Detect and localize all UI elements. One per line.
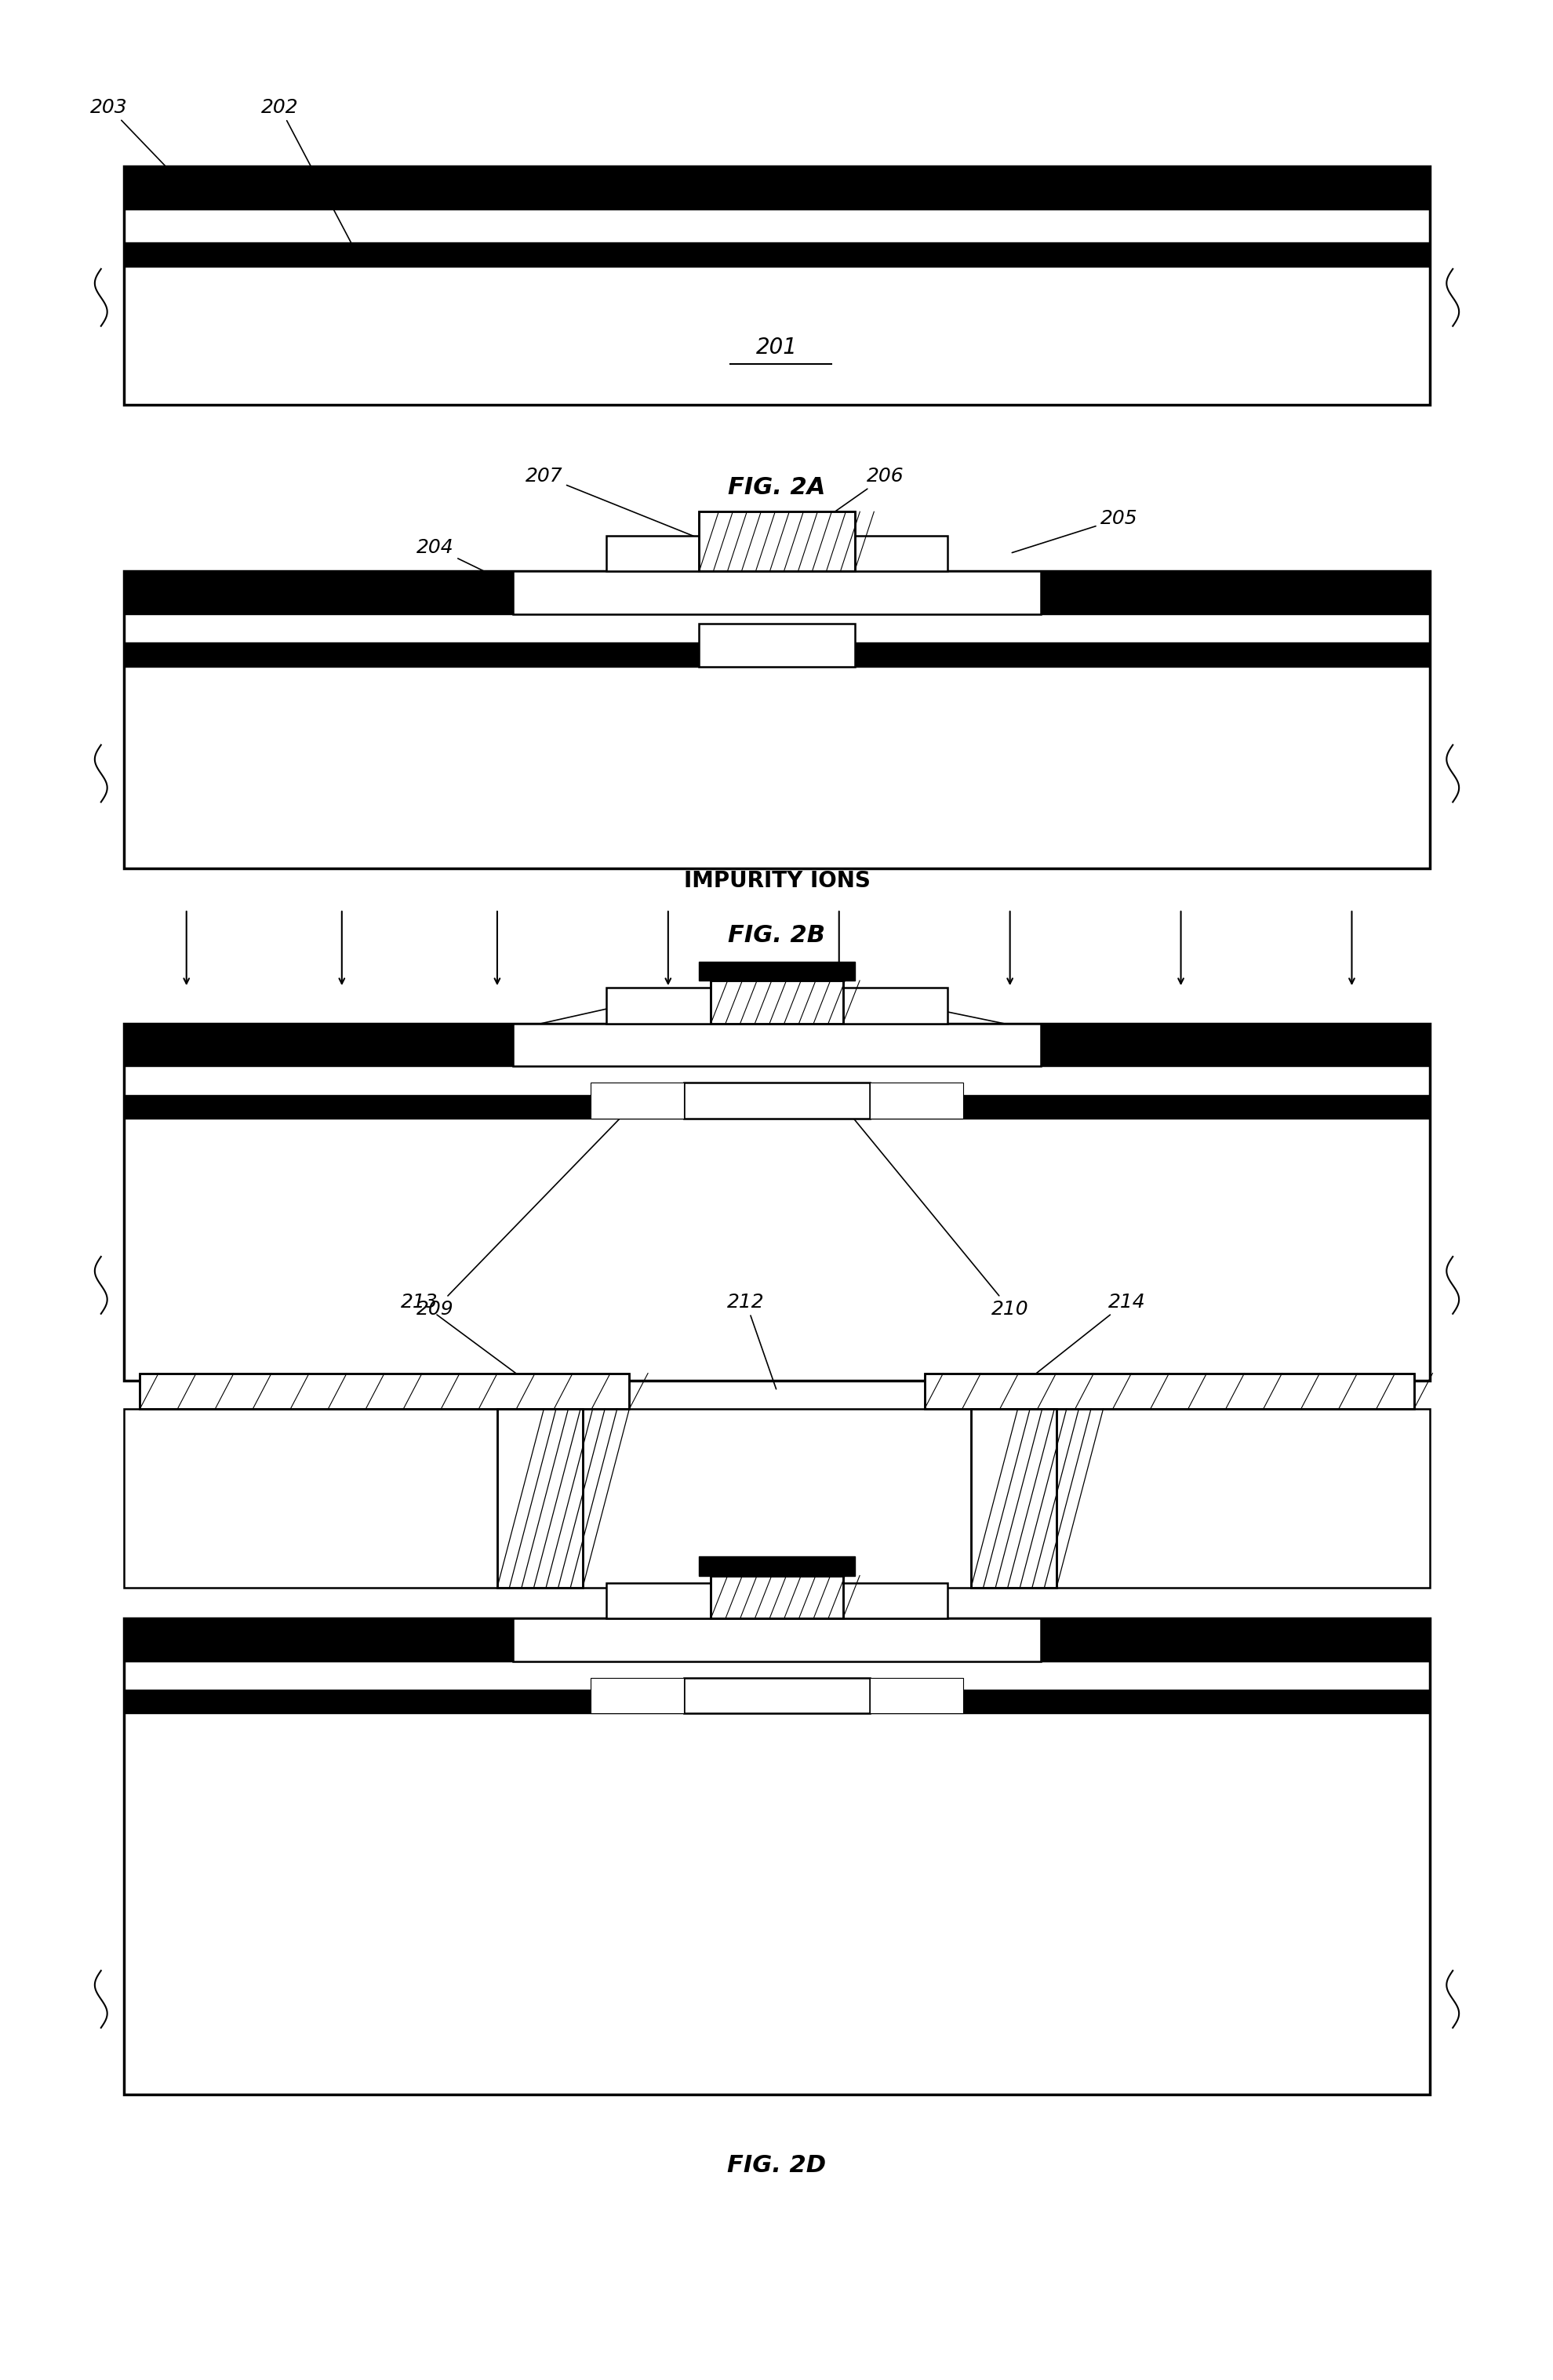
Text: 203: 203 bbox=[90, 98, 185, 186]
Text: 213: 213 bbox=[401, 1292, 537, 1390]
Text: FIG. 2A: FIG. 2A bbox=[728, 476, 825, 500]
Bar bbox=[124, 1023, 1429, 1380]
Bar bbox=[699, 1557, 854, 1576]
Bar bbox=[590, 1678, 683, 1714]
Bar bbox=[497, 1409, 582, 1587]
Text: IMPURITY IONS: IMPURITY IONS bbox=[683, 869, 870, 892]
Bar bbox=[512, 571, 1041, 614]
Bar bbox=[124, 167, 1429, 209]
Bar bbox=[124, 1409, 1429, 1587]
Text: 207: 207 bbox=[525, 466, 705, 540]
Bar bbox=[870, 1083, 963, 1119]
Text: 211: 211 bbox=[918, 1007, 1137, 1057]
Text: 209: 209 bbox=[416, 1102, 635, 1319]
Bar bbox=[870, 1678, 963, 1714]
Bar bbox=[710, 981, 842, 1023]
Bar bbox=[710, 1576, 842, 1618]
Bar bbox=[124, 167, 1429, 405]
Bar bbox=[606, 536, 947, 571]
Bar bbox=[699, 962, 854, 981]
Bar bbox=[924, 1373, 1413, 1409]
Text: 214: 214 bbox=[1016, 1292, 1145, 1390]
Bar bbox=[497, 1409, 582, 1587]
Bar bbox=[124, 243, 1429, 267]
Bar bbox=[124, 571, 1429, 614]
Bar bbox=[124, 1690, 1429, 1714]
Text: FIG. 2C: FIG. 2C bbox=[728, 1435, 825, 1459]
Bar bbox=[606, 1583, 947, 1618]
Bar bbox=[124, 1618, 1429, 1661]
Text: 202: 202 bbox=[261, 98, 356, 252]
Bar bbox=[140, 1373, 629, 1409]
Bar bbox=[590, 1083, 683, 1119]
Bar bbox=[710, 981, 842, 1023]
Text: 210: 210 bbox=[840, 1102, 1028, 1319]
Bar bbox=[124, 1095, 1429, 1119]
Bar bbox=[971, 1409, 1056, 1587]
Text: 201: 201 bbox=[756, 336, 797, 359]
Bar bbox=[699, 512, 854, 571]
Text: FIG. 2D: FIG. 2D bbox=[727, 2154, 826, 2178]
Bar bbox=[124, 643, 1429, 666]
Bar bbox=[699, 624, 854, 666]
Bar bbox=[699, 512, 854, 571]
Bar bbox=[710, 1576, 842, 1618]
Bar bbox=[124, 571, 1429, 869]
Bar bbox=[512, 1618, 1041, 1661]
Text: FIG. 2B: FIG. 2B bbox=[728, 923, 825, 947]
Bar bbox=[683, 1678, 870, 1714]
Bar bbox=[512, 1023, 1041, 1066]
Bar bbox=[124, 1023, 1429, 1066]
Text: 208: 208 bbox=[416, 1007, 620, 1057]
Text: 206: 206 bbox=[794, 466, 904, 540]
Text: 205: 205 bbox=[1011, 509, 1137, 552]
Bar bbox=[683, 1083, 870, 1119]
Bar bbox=[924, 1373, 1413, 1409]
Bar bbox=[140, 1373, 629, 1409]
Bar bbox=[606, 988, 947, 1023]
Text: 204: 204 bbox=[416, 538, 526, 593]
Text: 212: 212 bbox=[727, 1292, 776, 1390]
Bar bbox=[124, 1618, 1429, 2094]
Bar bbox=[971, 1409, 1056, 1587]
